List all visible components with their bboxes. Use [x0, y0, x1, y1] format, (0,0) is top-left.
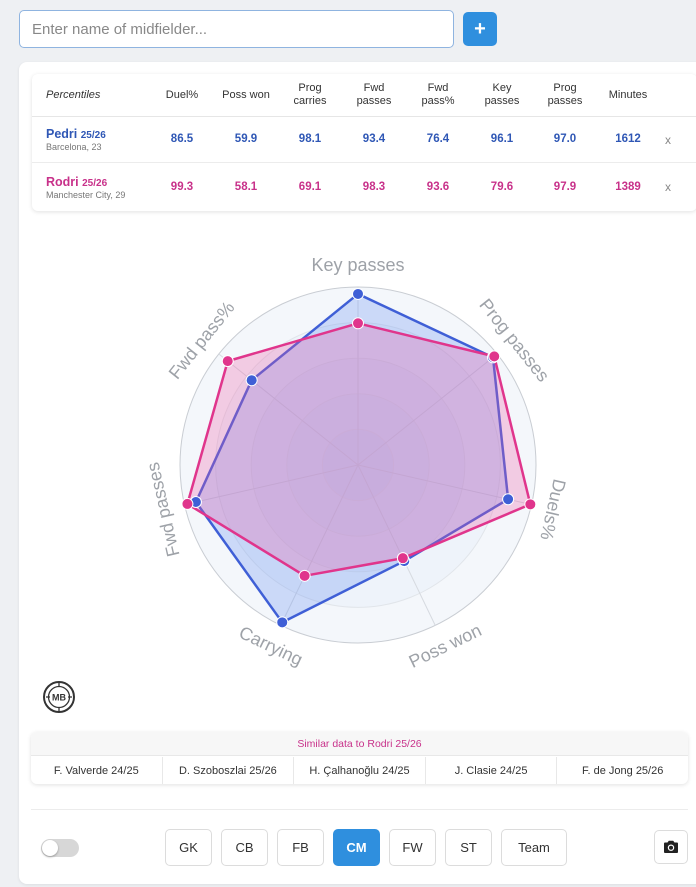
- column-header-duel-pct: Duel%: [165, 88, 199, 101]
- radar-point[interactable]: [524, 498, 537, 511]
- radar-point[interactable]: [181, 497, 194, 510]
- similar-player-item[interactable]: D. Szoboszlai 25/26: [163, 757, 295, 784]
- stat-minutes: 1612: [615, 133, 641, 145]
- percentiles-table: Percentiles Duel% Poss won Prog carries …: [32, 74, 696, 211]
- radar-spoke: [184, 464, 359, 506]
- radar-series-rodri: [186, 322, 532, 578]
- toggle-knob: [42, 840, 58, 856]
- column-header-poss-won: Poss won: [222, 88, 270, 101]
- radar-point[interactable]: [298, 569, 311, 582]
- position-button-st[interactable]: ST: [445, 829, 492, 866]
- radar-spoke: [280, 464, 359, 626]
- radar-axis-label: Key passes: [311, 255, 404, 275]
- add-player-button[interactable]: +: [463, 12, 497, 46]
- position-button-team[interactable]: Team: [501, 829, 567, 866]
- column-header-prog-carries: Prog carries: [293, 82, 327, 107]
- remove-player-button[interactable]: x: [665, 180, 671, 194]
- radar-spoke: [357, 464, 436, 626]
- similar-player-item[interactable]: J. Clasie 24/25: [426, 757, 558, 784]
- mb-logo-icon: MB: [43, 681, 75, 713]
- stat-fwd-passes: 93.4: [362, 133, 386, 145]
- display-toggle[interactable]: [41, 839, 79, 857]
- player-cell: Rodri 25/26 Manchester City, 29: [46, 164, 125, 210]
- player-name[interactable]: Rodri 25/26: [46, 175, 125, 189]
- stat-minutes: 1389: [615, 180, 641, 193]
- radar-axis-label: Duels%: [536, 477, 569, 542]
- column-header-minutes: Minutes: [608, 88, 648, 101]
- radar-point[interactable]: [245, 374, 258, 387]
- radar-point[interactable]: [396, 552, 409, 565]
- stat-poss-won: 58.1: [234, 180, 258, 193]
- stat-fwd-passes: 98.3: [362, 180, 386, 193]
- player-name[interactable]: Pedri 25/26: [46, 127, 106, 141]
- divider: [31, 809, 688, 810]
- search-input[interactable]: [19, 10, 454, 48]
- stat-key-passes: 96.1: [490, 133, 514, 145]
- position-button-fb[interactable]: FB: [277, 829, 324, 866]
- stat-fwd-pass-pct: 93.6: [426, 180, 450, 193]
- player-team: Manchester City, 29: [46, 189, 126, 200]
- player-name-text: Rodri: [46, 174, 79, 189]
- table-row-rodri: Rodri 25/26 Manchester City, 29 99.3 58.…: [32, 164, 696, 210]
- column-header-percentiles: Percentiles: [46, 88, 101, 101]
- similar-player-item[interactable]: F. de Jong 25/26: [582, 764, 664, 777]
- similar-players-panel: Similar data to Rodri 25/26 F. Valverde …: [31, 732, 688, 784]
- remove-player-button[interactable]: x: [665, 132, 671, 147]
- player-cell: Pedri 25/26 Barcelona, 23: [46, 117, 106, 162]
- radar-point[interactable]: [352, 287, 364, 300]
- stat-prog-passes: 97.0: [553, 133, 577, 145]
- radar-axis-label: Fwd passes: [143, 460, 184, 558]
- position-button-cm[interactable]: CM: [333, 829, 380, 866]
- table-header: Percentiles Duel% Poss won Prog carries …: [32, 74, 696, 117]
- stat-prog-carries: 98.1: [298, 133, 322, 145]
- position-button-fw[interactable]: FW: [389, 829, 436, 866]
- radar-point[interactable]: [488, 350, 501, 363]
- table-row-pedri: Pedri 25/26 Barcelona, 23 86.5 59.9 98.1…: [32, 117, 696, 163]
- column-header-prog-passes: Prog passes: [547, 82, 583, 107]
- column-header-key-passes: Key passes: [484, 82, 520, 107]
- similar-player-item[interactable]: H. Çalhanoğlu 24/25: [294, 757, 426, 784]
- svg-text:MB: MB: [52, 693, 66, 703]
- player-name-text: Pedri: [46, 127, 78, 141]
- stat-prog-passes: 97.9: [553, 180, 577, 193]
- column-header-fwd-pass-pct: Fwd pass%: [421, 82, 455, 107]
- player-team: Barcelona, 23: [46, 142, 102, 152]
- camera-icon: [664, 840, 678, 853]
- position-button-cb[interactable]: CB: [221, 829, 268, 866]
- player-season: 25/26: [80, 130, 106, 141]
- radar-series-pedri: [194, 292, 510, 624]
- stat-prog-carries: 69.1: [298, 180, 322, 193]
- similar-player-item[interactable]: F. Valverde 24/25: [31, 757, 163, 784]
- radar-point[interactable]: [221, 355, 234, 368]
- player-season: 25/26: [82, 177, 108, 189]
- radar-spoke: [357, 353, 498, 466]
- radar-point[interactable]: [352, 317, 364, 330]
- column-header-fwd-passes: Fwd passes: [356, 82, 392, 107]
- position-button-gk[interactable]: GK: [165, 829, 212, 866]
- radar-point[interactable]: [276, 616, 289, 629]
- stat-fwd-pass-pct: 76.4: [426, 133, 450, 145]
- stat-duel-pct: 99.3: [170, 180, 194, 193]
- similar-title: Similar data to Rodri 25/26: [31, 732, 688, 756]
- stat-poss-won: 59.9: [234, 133, 258, 145]
- radar-spoke: [218, 353, 359, 466]
- camera-button[interactable]: [654, 830, 688, 864]
- similar-list: F. Valverde 24/25 D. Szoboszlai 25/26 H.…: [31, 757, 688, 784]
- stat-key-passes: 79.6: [490, 180, 514, 193]
- stat-duel-pct: 86.5: [170, 133, 194, 145]
- radar-point[interactable]: [502, 493, 515, 506]
